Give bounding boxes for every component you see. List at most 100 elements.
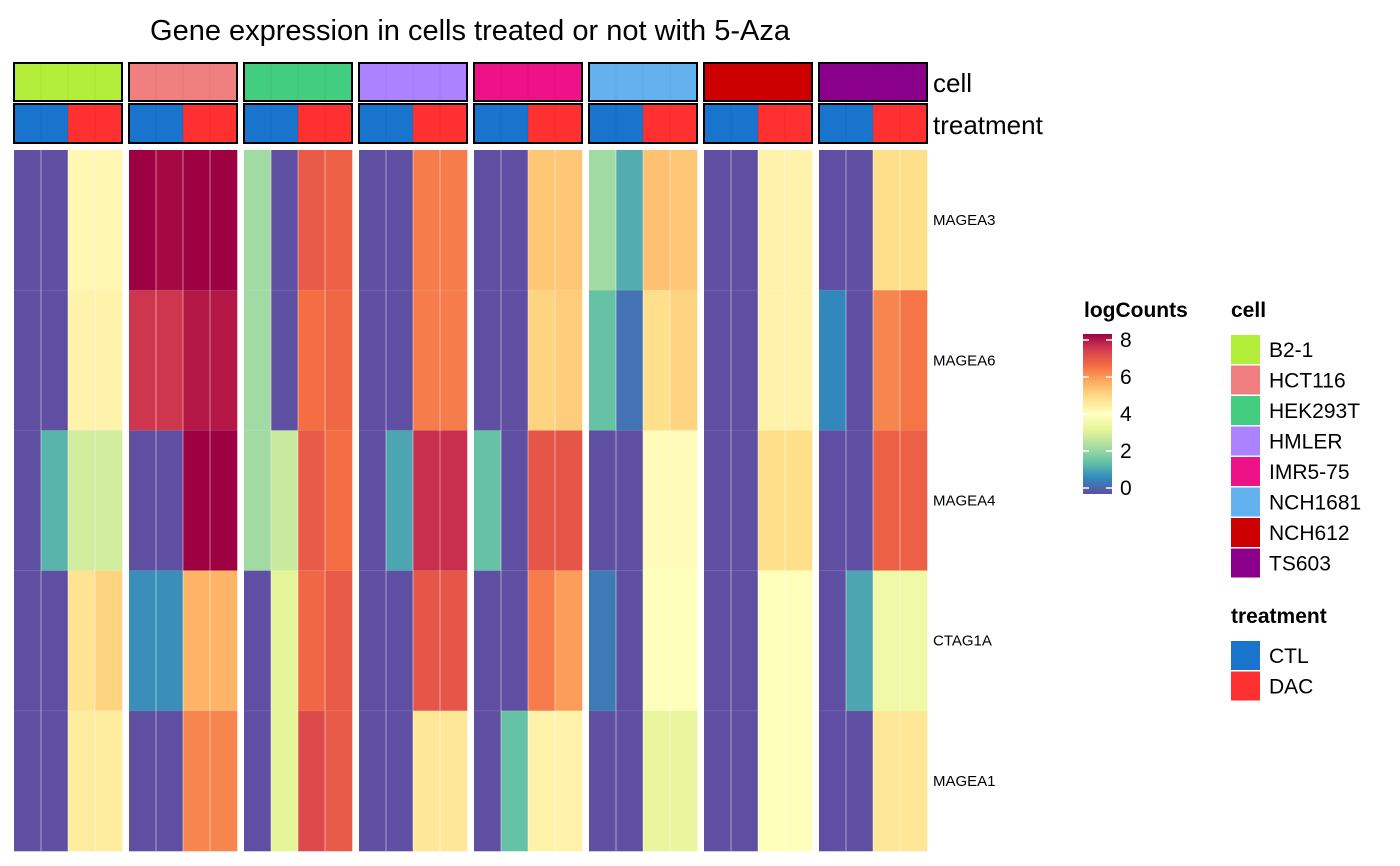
heatmap-body [14,150,928,852]
heatmap-cell [298,570,326,712]
treatment-annotation-cell [670,104,698,143]
treatment-annotation-label: treatment [933,110,1044,140]
heatmap-cell [244,150,272,291]
heatmap-cell [14,150,42,291]
treatment-annotation-cell [325,104,353,143]
heatmap-cell [129,290,157,431]
heatmap-cell [670,290,698,431]
heatmap-cell [555,150,583,291]
cell-annotation-cell [325,63,353,101]
heatmap-cell [210,570,238,712]
treatment-annotation-cell [440,104,468,143]
cell-annotation-cell [555,63,583,101]
heatmap-cell [14,430,42,571]
heatmap-cell [244,430,272,571]
heatmap-cell [95,710,123,852]
heatmap-cell [386,570,414,712]
heatmap-cell [900,430,928,571]
treatment-annotation-cell [413,104,441,143]
heatmap-cell [758,710,786,852]
treatment-annotation-cell [501,104,529,143]
heatmap-cell [873,290,901,431]
cell-annotation-cell [244,63,272,101]
heatmap-cell [244,710,272,852]
cell-annotation-cell [156,63,184,101]
heatmap-cell [325,430,353,571]
cell-annotation-cell [68,63,96,101]
heatmap-cell [819,150,847,291]
treatment-annotation-cell [298,104,326,143]
heatmap-cell [95,430,123,571]
cell-annotation-cell [528,63,556,101]
treatment-annotation-cell [758,104,786,143]
heatmap-cell [271,150,299,291]
heatmap-cell [643,570,671,712]
heatmap-cell [41,150,69,291]
heatmap-cell [528,570,556,712]
heatmap-cell [95,570,123,712]
cell-annotation-cell [704,63,732,101]
heatmap-cell [670,570,698,712]
treatment-annotation-cell [14,104,42,143]
heatmap-cell [555,290,583,431]
heatmap-cell [731,570,759,712]
heatmap-cell [156,430,184,571]
heatmap-cell [183,710,211,852]
cell-annotation-cell [785,63,813,101]
heatmap-cell [643,150,671,291]
heatmap-cell [900,710,928,852]
heatmap-cell [555,430,583,571]
heatmap-cell [41,710,69,852]
heatmap-cell [386,150,414,291]
heatmap-cell [95,150,123,291]
treatment-annotation-cell [244,104,272,143]
heatmap-cell [413,150,441,291]
cell-legend-label: B2-1 [1269,339,1313,362]
treatment-annotation-cell [210,104,238,143]
heatmap-cell [129,710,157,852]
heatmap-cell [474,570,502,712]
colorbar-tick-label: 4 [1120,403,1132,426]
colorbar-tick-label: 6 [1120,366,1132,389]
heatmap-cell [758,150,786,291]
heatmap-cell [210,710,238,852]
cell-legend-title: cell [1231,299,1266,322]
cell-annotation-cell [298,63,326,101]
heatmap-cell [129,150,157,291]
heatmap-cell [68,430,96,571]
heatmap-cell [183,570,211,712]
heatmap-cell [704,710,732,852]
heatmap-cell [900,570,928,712]
heatmap-cell [474,150,502,291]
treatment-legend-title: treatment [1231,605,1327,628]
heatmap-cell [643,290,671,431]
heatmap-cell [271,290,299,431]
heatmap-cell [819,430,847,571]
heatmap-cell [873,150,901,291]
colorbar-title: logCounts [1084,299,1188,322]
heatmap-cell [616,570,644,712]
heatmap-cell [14,290,42,431]
heatmap-cell [359,150,387,291]
gene-labels: MAGEA3 MAGEA6 MAGEA4 CTAG1A MAGEA1 [933,212,996,790]
treatment-annotation-cell [528,104,556,143]
heatmap-cell [785,710,813,852]
heatmap-cell [156,570,184,712]
heatmap-cell [785,150,813,291]
cell-annotation-cell [386,63,414,101]
heatmap-cell [846,150,874,291]
heatmap-cell [183,150,211,291]
heatmap-cell [873,430,901,571]
heatmap-cell [528,430,556,571]
heatmap-cell [325,710,353,852]
treatment-annotation-cell [41,104,69,143]
heatmap-cell [555,710,583,852]
heatmap-cell [873,570,901,712]
heatmap-cell [900,150,928,291]
cell-legend-label: NCH1681 [1269,492,1361,515]
treatment-legend: treatment CTL DAC [1231,605,1327,701]
heatmap-cell [670,430,698,571]
heatmap-cell [129,570,157,712]
cell-legend-swatch [1231,548,1260,578]
heatmap-cell [386,710,414,852]
